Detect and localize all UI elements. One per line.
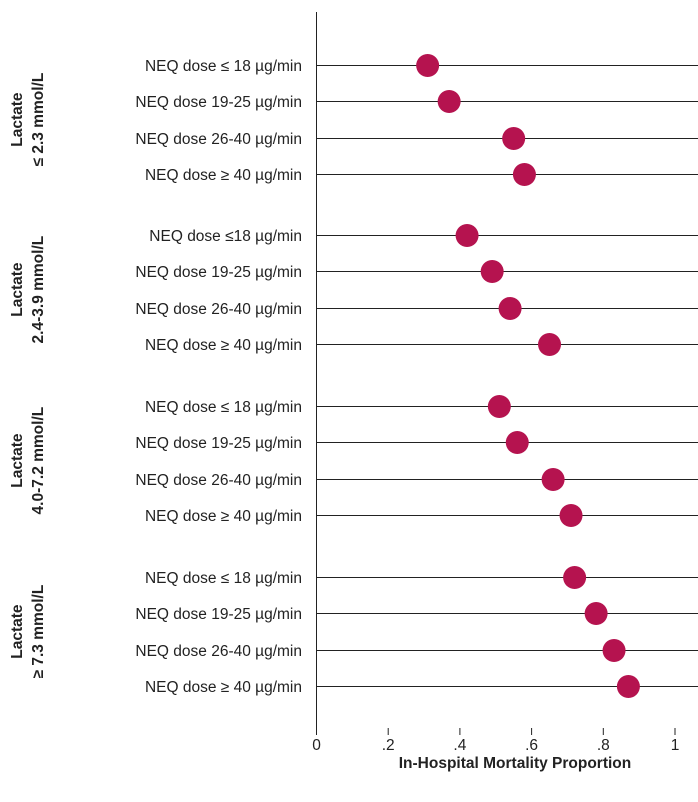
data-point: [480, 260, 504, 283]
data-point: [502, 127, 526, 150]
group-label-line1: Lactate: [9, 604, 26, 659]
row-label: NEQ dose 19-25 µg/min: [135, 606, 302, 623]
group-label: Lactate 2.4-3.9 mmol/L: [9, 236, 47, 344]
x-tick-label: .4: [453, 737, 466, 754]
data-point: [538, 333, 562, 356]
data-point: [498, 297, 522, 320]
x-axis-ticks: 0 .2 .4 .6 .8 1: [312, 728, 679, 754]
group-label: Lactate ≥ 7.3 mmol/L: [9, 585, 47, 679]
row-label: NEQ dose 26-40 µg/min: [135, 301, 302, 318]
row-label: NEQ dose ≤ 18 µg/min: [145, 58, 302, 75]
group-label-line1: Lactate: [9, 92, 26, 147]
row-label: NEQ dose ≤ 18 µg/min: [145, 399, 302, 416]
group-label: Lactate ≤ 2.3 mmol/L: [9, 73, 47, 167]
x-tick-label: 0: [312, 737, 321, 754]
data-point: [541, 468, 565, 491]
data-point: [416, 54, 440, 77]
row-label: NEQ dose 19-25 µg/min: [135, 94, 302, 111]
rows-layer: NEQ dose ≤ 18 µg/min NEQ dose 19-25 µg/mi…: [135, 54, 698, 698]
row-label: NEQ dose ≥ 40 µg/min: [145, 679, 302, 696]
data-point: [563, 566, 587, 589]
group-label-line1: Lactate: [9, 262, 26, 317]
group-label-line1: Lactate: [9, 433, 26, 488]
data-point: [505, 431, 529, 454]
row-label: NEQ dose 19-25 µg/min: [135, 264, 302, 281]
row-label: NEQ dose ≥ 40 µg/min: [145, 337, 302, 354]
data-point: [512, 163, 536, 186]
data-point: [584, 602, 608, 625]
group-label-line2: ≤ 2.3 mmol/L: [30, 73, 47, 167]
data-point: [602, 639, 626, 662]
row-label: NEQ dose ≤18 µg/min: [149, 228, 302, 245]
group-label-line2: ≥ 7.3 mmol/L: [30, 585, 47, 679]
row-label: NEQ dose 26-40 µg/min: [135, 472, 302, 489]
data-point: [455, 224, 479, 247]
data-point: [487, 395, 511, 418]
group-label: Lactate 4.0-7.2 mmol/L: [9, 407, 47, 515]
row-label: NEQ dose ≤ 18 µg/min: [145, 570, 302, 587]
data-point: [559, 504, 583, 527]
group-label-line2: 4.0-7.2 mmol/L: [30, 407, 47, 515]
x-tick-label: .8: [597, 737, 610, 754]
row-label: NEQ dose 26-40 µg/min: [135, 131, 302, 148]
row-label: NEQ dose ≥ 40 µg/min: [145, 167, 302, 184]
row-label: NEQ dose ≥ 40 µg/min: [145, 508, 302, 525]
row-label: NEQ dose 26-40 µg/min: [135, 643, 302, 660]
row-label: NEQ dose 19-25 µg/min: [135, 435, 302, 452]
x-tick-label: .6: [525, 737, 538, 754]
x-tick-label: 1: [671, 737, 680, 754]
group-label-line2: 2.4-3.9 mmol/L: [30, 236, 47, 344]
x-tick-label: .2: [382, 737, 395, 754]
x-axis-title: In-Hospital Mortality Proportion: [399, 755, 632, 772]
data-point: [437, 90, 461, 113]
data-point: [616, 675, 640, 698]
